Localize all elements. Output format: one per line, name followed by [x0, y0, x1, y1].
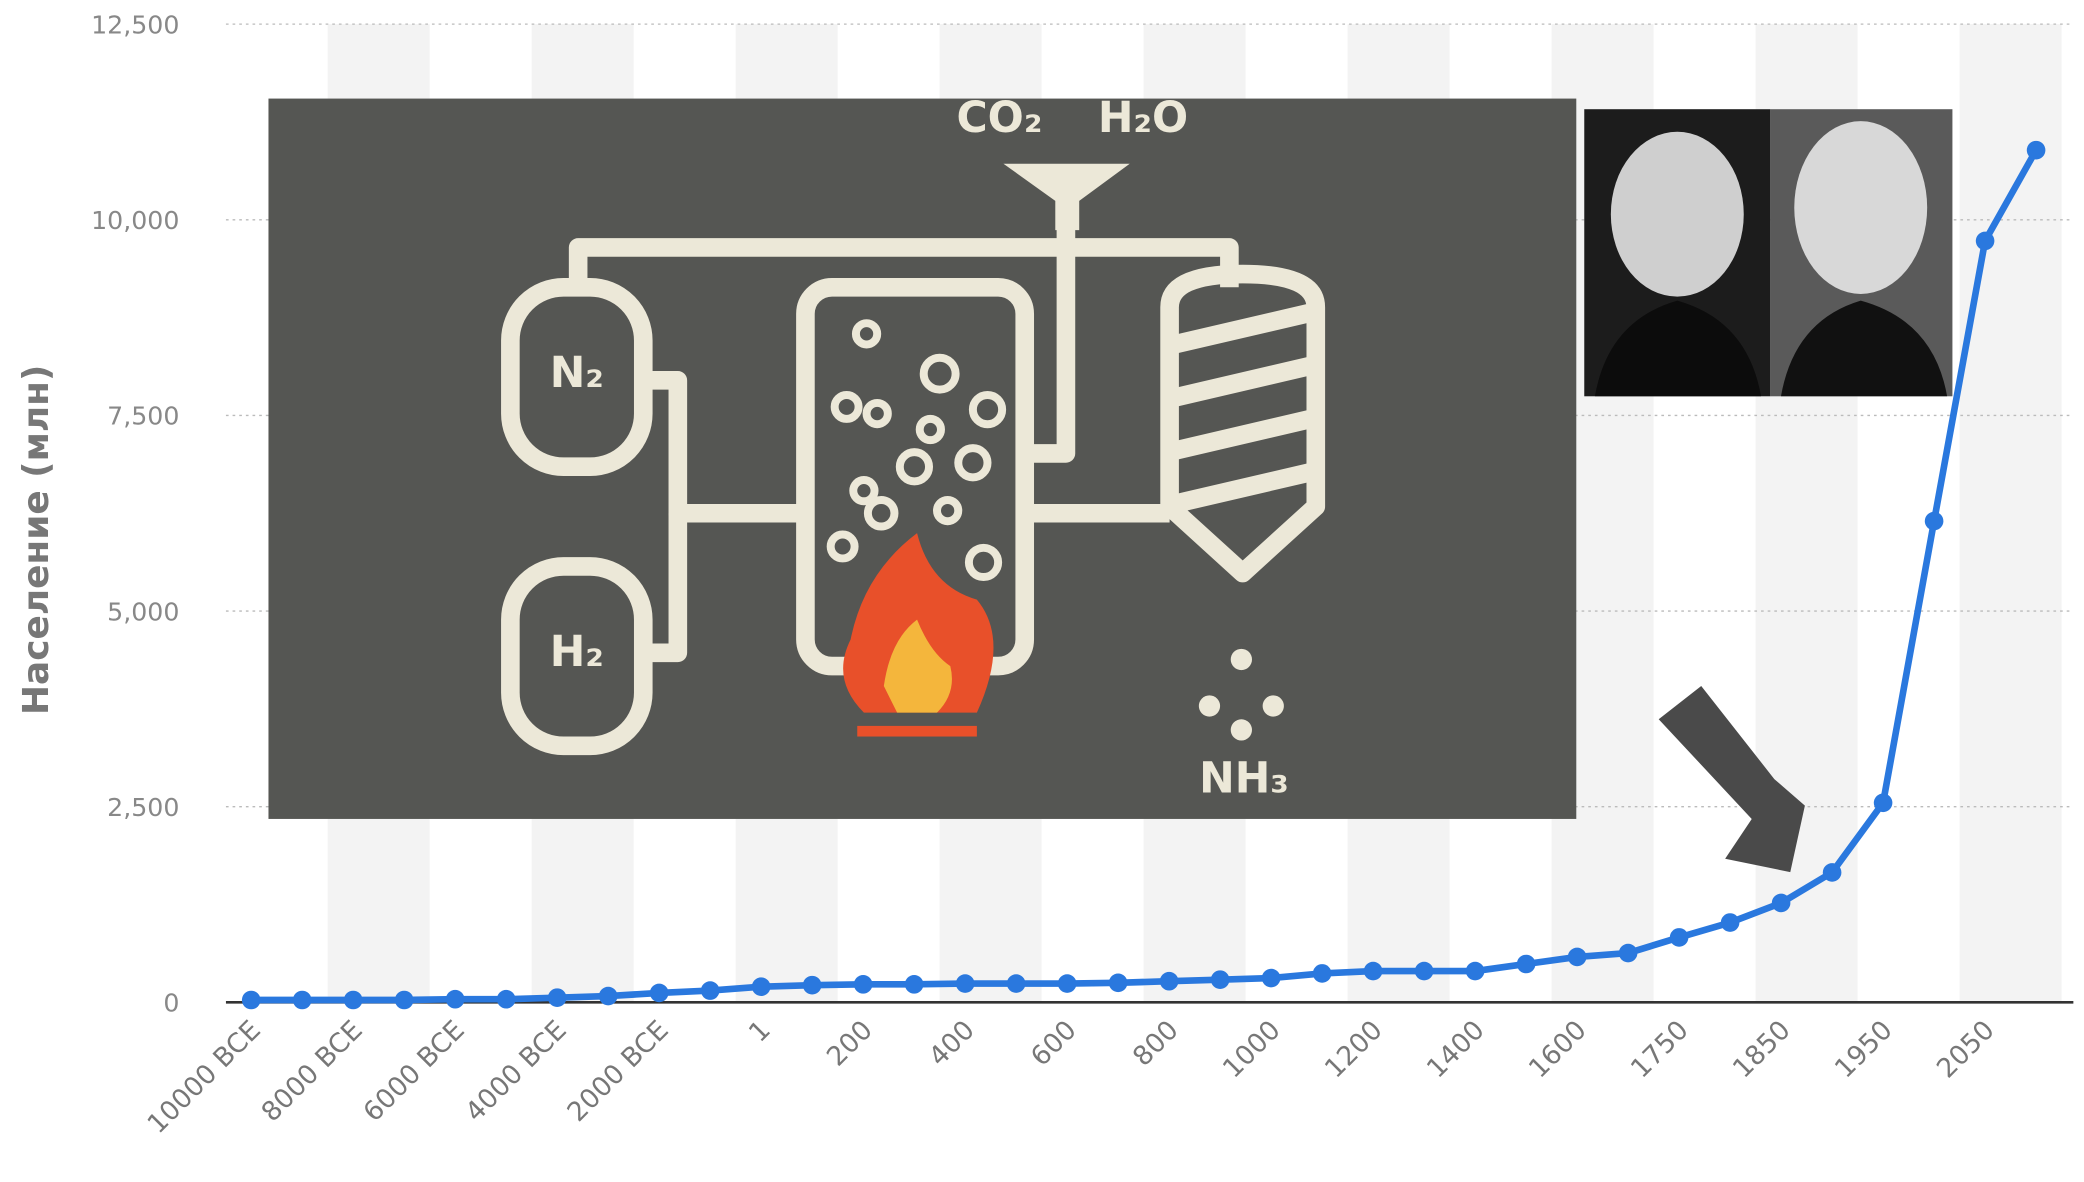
data-point: [394, 990, 414, 1010]
x-tick-label: 1750: [1625, 1015, 1695, 1085]
x-tick-label: 2050: [1931, 1015, 2001, 1085]
y-tick-label: 7,500: [107, 402, 179, 431]
data-point: [1822, 863, 1842, 882]
data-point: [955, 974, 975, 993]
data-point: [1720, 913, 1740, 932]
data-point: [1210, 970, 1230, 989]
data-point: [751, 977, 771, 997]
data-point: [292, 990, 312, 1010]
data-point: [1261, 968, 1281, 988]
x-tick-label: 8000 BCE: [255, 1015, 368, 1128]
data-point: [1363, 961, 1383, 981]
x-tick-label: 1400: [1421, 1015, 1491, 1085]
x-tick-label: 200: [821, 1015, 879, 1073]
data-point: [1465, 961, 1485, 981]
data-point: [1618, 943, 1638, 963]
x-tick-label: 1950: [1829, 1015, 1899, 1085]
x-tick-label: 6000 BCE: [357, 1015, 470, 1128]
data-point: [343, 990, 363, 1010]
x-tick-label: 1200: [1319, 1015, 1389, 1085]
x-tick-label: 2000 BCE: [561, 1015, 674, 1128]
diagram-label: CO₂: [956, 94, 1042, 143]
y-axis-title: Население (млн): [16, 365, 57, 715]
y-tick-label: 10,000: [91, 206, 179, 235]
x-tick-label: 600: [1025, 1015, 1083, 1073]
data-point: [598, 986, 618, 1006]
x-tick-label: 10000 BCE: [142, 1015, 267, 1140]
data-point: [1924, 511, 1944, 531]
diagram-label: N₂: [550, 349, 604, 398]
data-point: [496, 989, 516, 1009]
data-point: [802, 975, 822, 995]
data-point: [1873, 793, 1893, 813]
data-point: [853, 975, 873, 994]
y-tick-label: 5,000: [107, 597, 179, 626]
data-point: [1414, 961, 1434, 981]
column-band: [1959, 24, 2062, 1003]
x-tick-label: 1: [743, 1015, 777, 1049]
data-point: [1516, 954, 1536, 974]
diagram-label: H₂: [550, 628, 604, 677]
data-point: [1006, 974, 1026, 993]
data-point: [1057, 974, 1077, 993]
x-tick-label: 4000 BCE: [459, 1015, 572, 1128]
diagram-label: H₂O: [1098, 94, 1188, 143]
data-point: [904, 975, 924, 994]
diagram-label: NH₃: [1199, 754, 1289, 803]
arrow: [1658, 686, 1805, 873]
data-point: [649, 983, 669, 1003]
x-tick-label: 1600: [1523, 1015, 1593, 1085]
process-diagram: N₂ H₂ CO₂ H₂O NH₃: [268, 94, 1577, 819]
x-tick-label: 1000: [1217, 1015, 1287, 1085]
data-point: [2026, 140, 2046, 160]
y-tick-label: 2,500: [107, 793, 179, 822]
data-point: [1159, 971, 1179, 991]
x-tick-label: 400: [923, 1015, 981, 1073]
data-point: [1108, 973, 1128, 993]
y-tick-label: 0: [163, 989, 179, 1018]
y-tick-label: 12,500: [91, 10, 179, 39]
data-point: [700, 981, 720, 1000]
data-point: [1975, 231, 1995, 251]
portraits: [1584, 109, 1953, 397]
data-point: [241, 990, 261, 1010]
data-point: [1567, 947, 1587, 967]
data-point: [547, 988, 567, 1007]
data-point: [445, 989, 465, 1009]
x-tick-label: 800: [1127, 1015, 1185, 1073]
x-tick-label: 1850: [1727, 1015, 1797, 1085]
data-point: [1771, 893, 1791, 913]
data-point: [1312, 964, 1332, 983]
data-point: [1669, 928, 1689, 947]
